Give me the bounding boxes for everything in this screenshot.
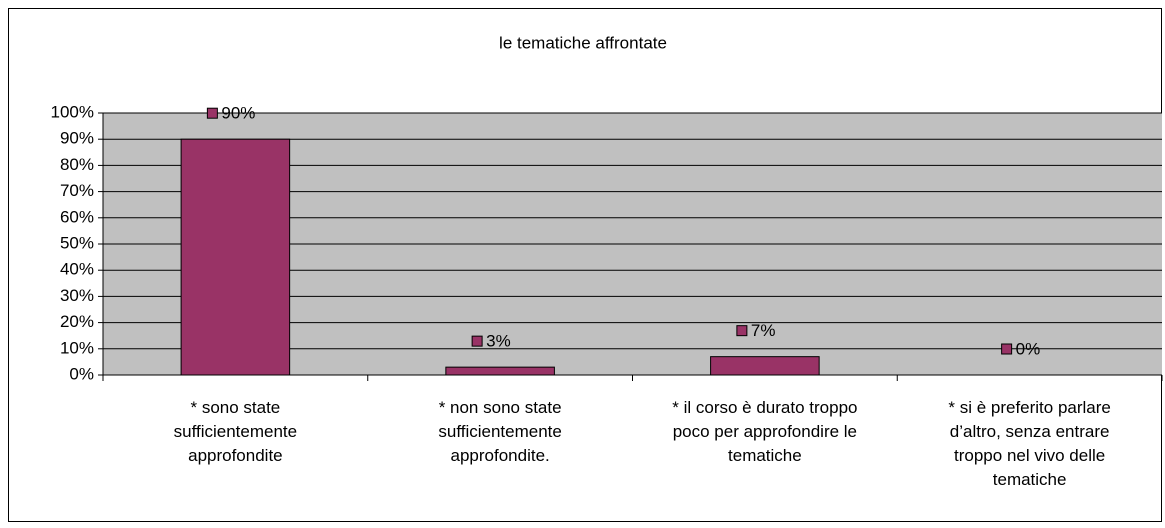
y-tick-label: 70% [60,181,94,200]
label-key [1001,343,1013,355]
x-tick-label: * non sono state sufficientemente approf… [438,398,562,465]
y-tick-label: 100% [51,102,94,121]
y-tick-label: 80% [60,155,94,174]
y-tick-label: 30% [60,286,94,305]
data-label: 0% [1016,339,1041,358]
data-label: 3% [486,332,511,351]
y-tick-label: 90% [60,129,94,148]
data-label: 90% [221,104,255,123]
y-tick-label: 0% [69,364,94,383]
y-tick-label: 10% [60,338,94,357]
x-tick-label: * il corso è durato troppo poco per appr… [672,398,858,465]
x-tick-label: * si è preferito parlare d’altro, senza … [948,398,1111,489]
y-tick-label: 20% [60,312,94,331]
bar [180,138,291,376]
y-tick-label: 60% [60,207,94,226]
data-label: 7% [751,321,776,340]
y-tick-label: 40% [60,260,94,279]
y-tick-label: 50% [60,233,94,252]
label-key [206,107,218,119]
chart-title: le tematiche affrontate [499,33,667,52]
label-key [471,335,483,347]
x-tick-label: * sono state sufficientemente approfondi… [173,398,298,465]
bar [445,366,555,376]
label-key [736,325,748,337]
bar [710,356,820,376]
